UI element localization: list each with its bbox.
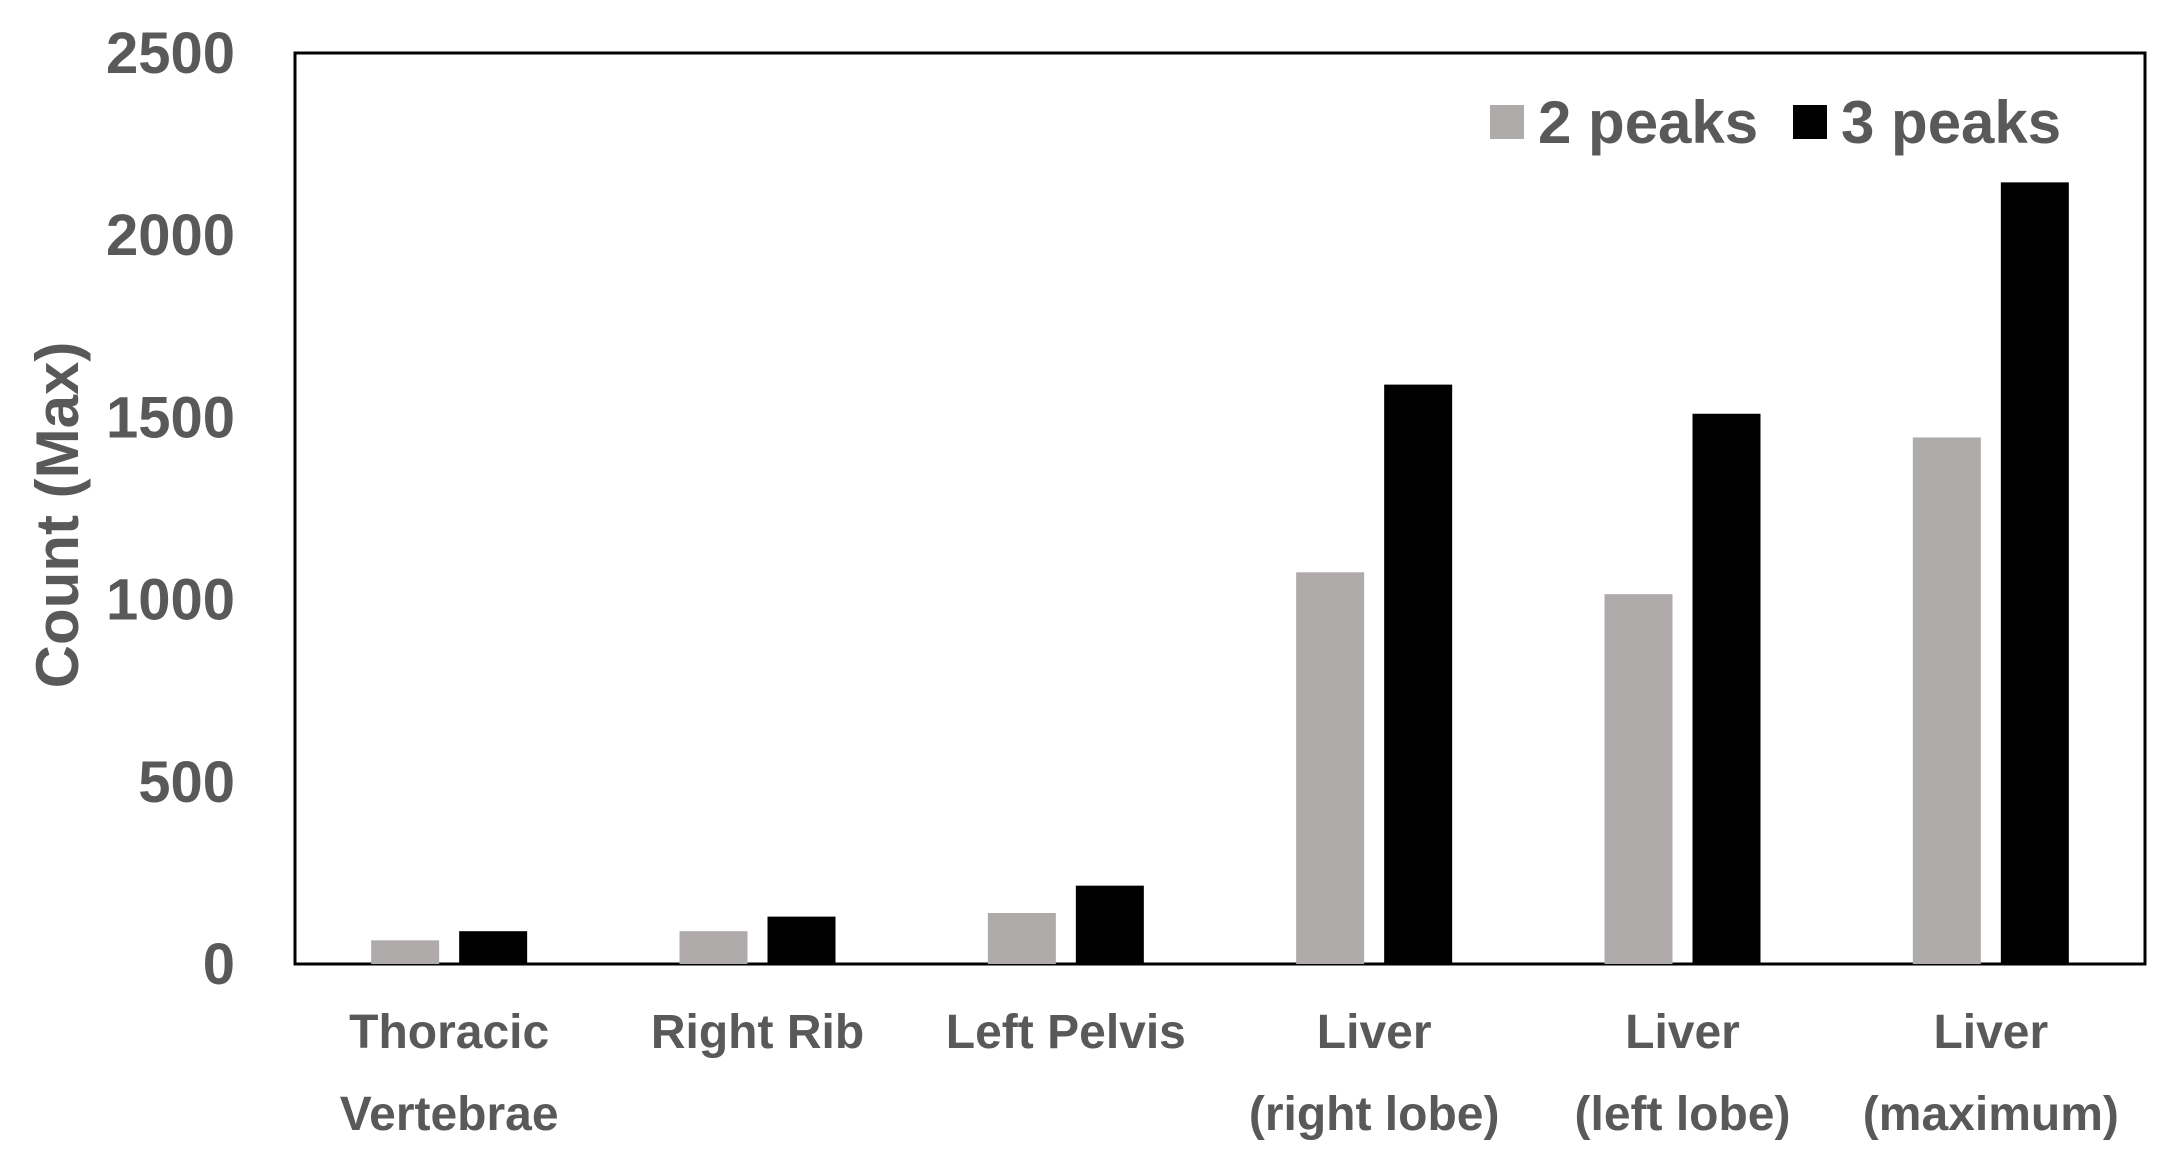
y-tick-label: 500 — [138, 750, 235, 815]
x-category-label: (left lobe) — [1575, 1088, 1791, 1141]
y-tick-label: 2500 — [106, 21, 235, 86]
x-category-label: Thoracic — [349, 1006, 549, 1059]
bar-2-peaks — [987, 912, 1056, 964]
bar-2-peaks — [1296, 572, 1365, 964]
y-tick-label: 0 — [203, 932, 235, 997]
plot-area — [293, 51, 2147, 966]
y-axis-ticks: 0 500 1000 1500 2000 2500 — [106, 21, 235, 997]
bar-2-peaks — [1604, 594, 1673, 964]
bar-2-peaks — [371, 940, 440, 964]
legend-label: 3 peaks — [1841, 89, 2061, 156]
x-category-label: Left Pelvis — [946, 1006, 1186, 1059]
bar-2-peaks — [1912, 437, 1981, 964]
y-axis-title: Count (Max) — [24, 342, 91, 689]
x-category-label: (maximum) — [1863, 1088, 2119, 1141]
x-category-label: Right Rib — [651, 1006, 864, 1059]
y-tick-label: 1000 — [106, 568, 235, 633]
y-tick-label: 2000 — [106, 203, 235, 268]
legend: 2 peaks 3 peaks — [1490, 89, 2061, 156]
x-category-label: Vertebrae — [340, 1088, 559, 1141]
x-category-label: Liver — [1317, 1006, 1432, 1059]
legend-swatch — [1490, 105, 1524, 139]
plot-border — [293, 51, 2147, 966]
x-category-label: Liver — [1933, 1006, 2048, 1059]
x-category-label: Liver — [1625, 1006, 1740, 1059]
legend-label: 2 peaks — [1538, 89, 1758, 156]
y-tick-label: 1500 — [106, 385, 235, 450]
bar-3-peaks — [459, 931, 528, 964]
bar-3-peaks — [767, 916, 836, 964]
bar-3-peaks — [1692, 413, 1761, 965]
x-axis-categories: Thoracic Vertebrae Right Rib Left Pelvis Liv… — [340, 1006, 2119, 1141]
bar-2-peaks — [679, 931, 748, 964]
bar-3-peaks — [1075, 885, 1144, 964]
bar-3-peaks — [1384, 384, 1453, 964]
x-category-label: (right lobe) — [1249, 1088, 1500, 1141]
bars — [371, 182, 2069, 965]
legend-swatch — [1793, 105, 1827, 139]
bar-3-peaks — [2000, 182, 2069, 964]
